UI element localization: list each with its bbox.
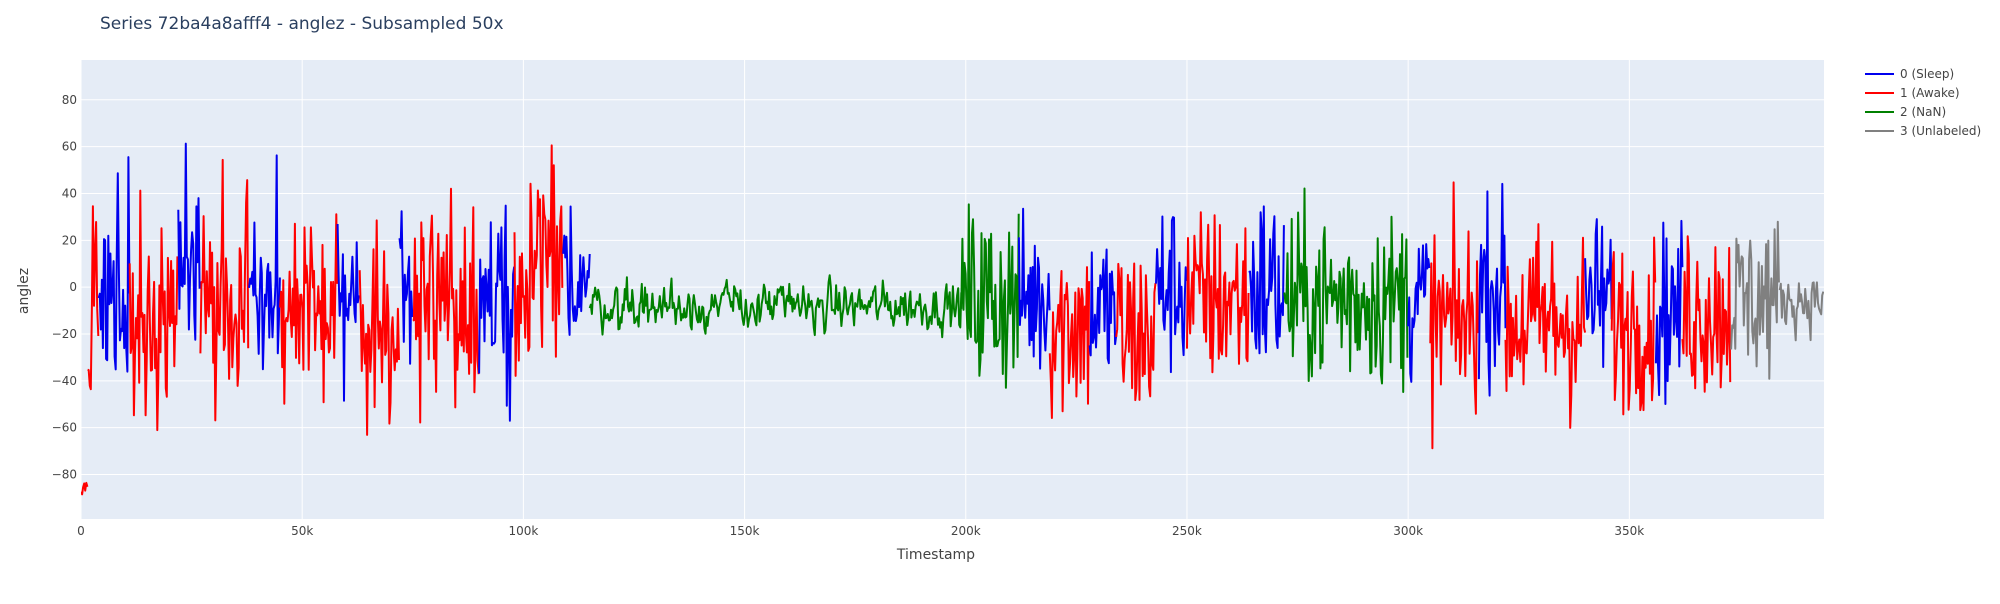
series-line-0 (562, 205, 591, 336)
series-line-1 (1048, 266, 1091, 419)
series-line-0 (1088, 248, 1118, 365)
series-line-2 (1283, 187, 1409, 393)
legend-label: 3 (Unlabeled) (1900, 124, 1981, 138)
series-line-0 (1248, 205, 1285, 355)
series-line-1 (81, 481, 89, 496)
series-line-1 (1504, 223, 1587, 429)
series-line-0 (1654, 219, 1684, 405)
series-line-0 (336, 223, 360, 402)
series-line-1 (87, 205, 100, 391)
x-tick-label: 300k (1393, 524, 1423, 538)
legend: 0 (Sleep) 1 (Awake) 2 (NaN) 3 (Unlabeled) (1865, 67, 1981, 138)
series-line-1 (199, 158, 250, 422)
tick-labels: 80 60 40 20 0 −20 −40 −60 −80 0 50k 100k 150k 200k 250… (52, 93, 1645, 538)
series-line-0 (97, 156, 131, 373)
series-line-2 (588, 274, 963, 339)
x-tick-label: 200k (951, 524, 981, 538)
series-line-2 (960, 203, 1020, 389)
series-line-0 (1584, 218, 1613, 368)
x-tick-label: 350k (1614, 524, 1644, 538)
legend-label: 2 (NaN) (1900, 105, 1946, 119)
y-tick-label: −80 (52, 468, 77, 482)
series-line-0 (1477, 182, 1507, 397)
y-tick-label: 0 (69, 280, 77, 294)
series-line-1 (128, 189, 179, 432)
y-tick-label: −40 (52, 374, 77, 388)
y-tick-label: −60 (52, 421, 77, 435)
series-line-1 (1681, 235, 1732, 393)
y-tick-label: 20 (62, 233, 77, 247)
y-tick-label: −20 (52, 327, 77, 341)
series-line-1 (412, 187, 480, 424)
x-tick-label: 100k (508, 524, 538, 538)
series-line-0 (177, 142, 201, 341)
series-line-0 (398, 210, 414, 365)
series-line-0 (1407, 243, 1431, 383)
x-axis-title: Timestamp (896, 547, 975, 563)
y-tick-label: 60 (62, 140, 77, 154)
series-line-1 (358, 219, 400, 436)
x-tick-label: 0 (77, 524, 85, 538)
series-line-0 (478, 204, 516, 422)
series-line-1 (1610, 236, 1657, 416)
chart-title: Series 72ba4a8afff4 - anglez - Subsample… (100, 14, 504, 34)
y-axis-title: anglez (16, 268, 32, 314)
series-line-3 (1730, 220, 1780, 380)
series-line-1 (279, 213, 339, 405)
y-tick-label: 80 (62, 93, 77, 107)
y-tick-label: 40 (62, 186, 77, 200)
series-line-1 (1186, 211, 1250, 374)
legend-label: 0 (Sleep) (1900, 67, 1954, 81)
series-line-0 (248, 154, 281, 371)
series-line-3 (1778, 281, 1824, 342)
series-line-1 (513, 144, 564, 377)
series-line-1 (1115, 262, 1157, 402)
series-line-0 (1017, 207, 1051, 370)
series-line-1 (1429, 181, 1480, 450)
data-lines (81, 142, 1824, 496)
series-line-0 (1155, 215, 1188, 374)
legend-label: 1 (Awake) (1900, 86, 1960, 100)
x-tick-label: 150k (730, 524, 760, 538)
x-tick-label: 250k (1172, 524, 1202, 538)
x-tick-label: 50k (291, 524, 313, 538)
